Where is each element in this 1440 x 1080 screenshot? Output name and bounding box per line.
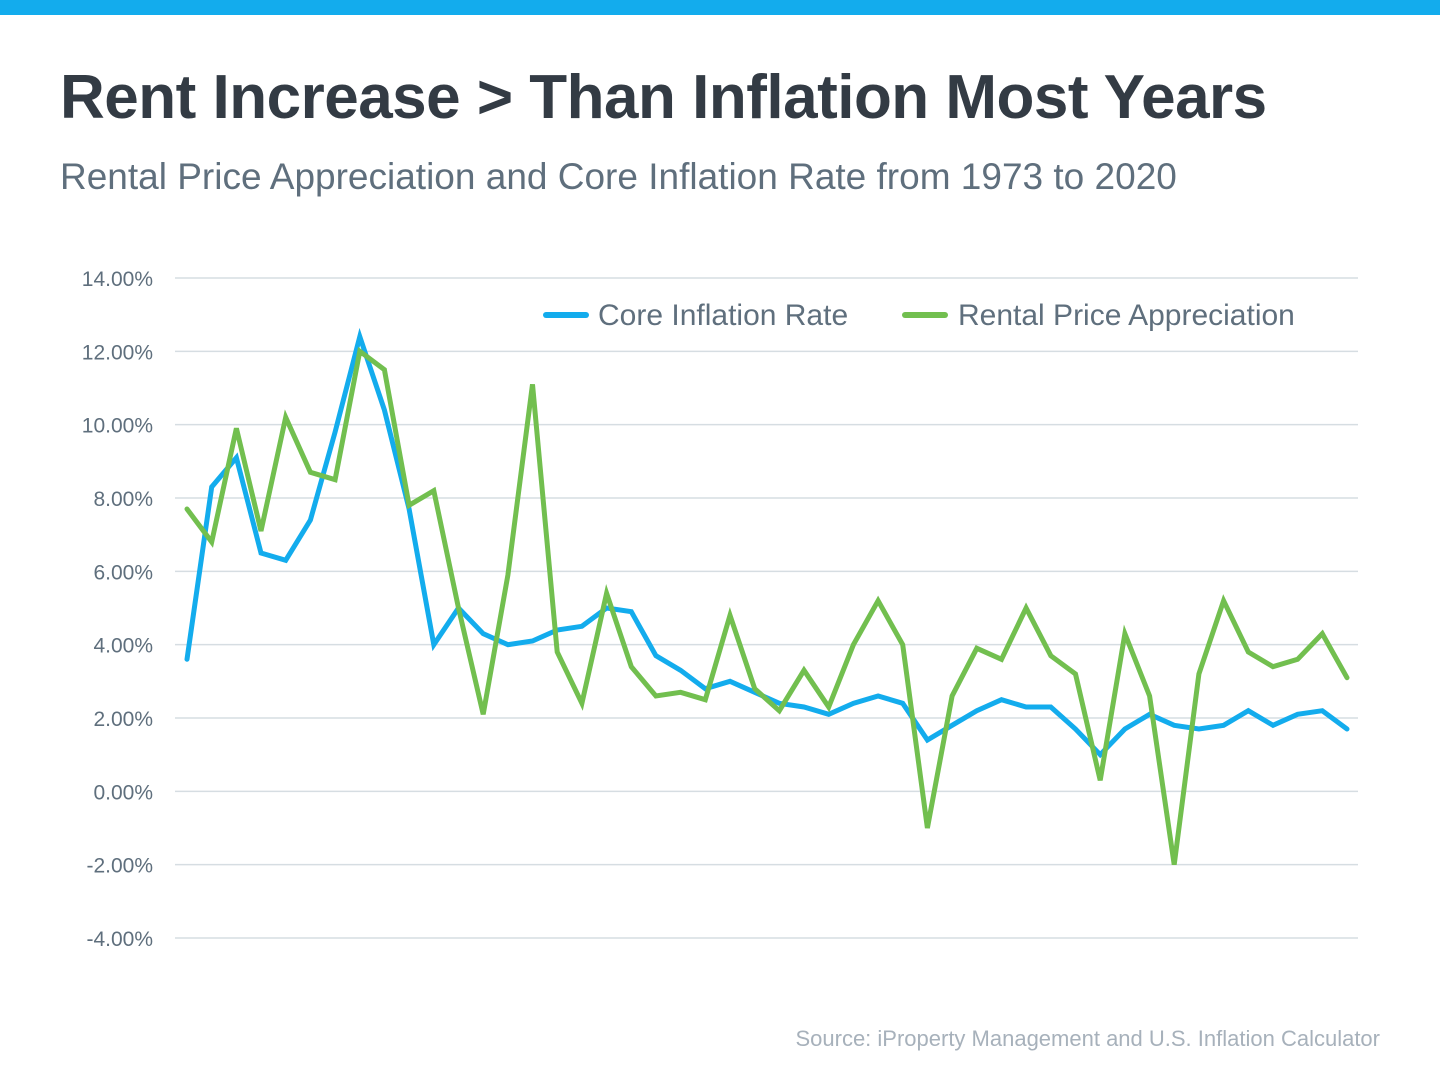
legend-item: Rental Price Appreciation bbox=[902, 299, 1295, 332]
series-lines bbox=[184, 327, 1350, 866]
gridlines bbox=[175, 277, 1358, 939]
y-tick-label: 4.00% bbox=[93, 635, 153, 658]
chart-subtitle: Rental Price Appreciation and Core Infla… bbox=[60, 156, 1177, 197]
y-tick-label: 12.00% bbox=[82, 341, 153, 364]
legend-label: Core Inflation Rate bbox=[598, 299, 848, 332]
series-rental-price-appreciation bbox=[184, 346, 1350, 866]
legend-item: Core Inflation Rate bbox=[543, 299, 848, 332]
accent-top-bar bbox=[0, 0, 1440, 15]
y-tick-label: 14.00% bbox=[82, 268, 153, 291]
y-tick-label: 2.00% bbox=[93, 708, 153, 731]
y-tick-label: 8.00% bbox=[93, 488, 153, 511]
series-line bbox=[184, 346, 1350, 866]
y-tick-label: -2.00% bbox=[86, 855, 153, 878]
y-tick-label: 6.00% bbox=[93, 561, 153, 584]
series-core-inflation-rate bbox=[184, 327, 1350, 759]
line-chart: 14.00% 12.00% 10.00% 8.00% 6.00% 4.00% 2.00% 0.… bbox=[82, 268, 1358, 951]
y-tick-label: -4.00% bbox=[86, 928, 153, 951]
y-tick-label: 0.00% bbox=[93, 781, 153, 804]
source-note: Source: iProperty Management and U.S. In… bbox=[795, 1026, 1380, 1051]
series-line bbox=[184, 327, 1350, 759]
legend-label: Rental Price Appreciation bbox=[958, 299, 1295, 332]
chart-title: Rent Increase > Than Inflation Most Year… bbox=[60, 63, 1267, 132]
y-axis-tick-labels: 14.00% 12.00% 10.00% 8.00% 6.00% 4.00% 2.00% 0.… bbox=[82, 268, 153, 951]
y-tick-label: 10.00% bbox=[82, 415, 153, 438]
legend: Core Inflation Rate Rental Price Apprecia… bbox=[543, 299, 1295, 332]
